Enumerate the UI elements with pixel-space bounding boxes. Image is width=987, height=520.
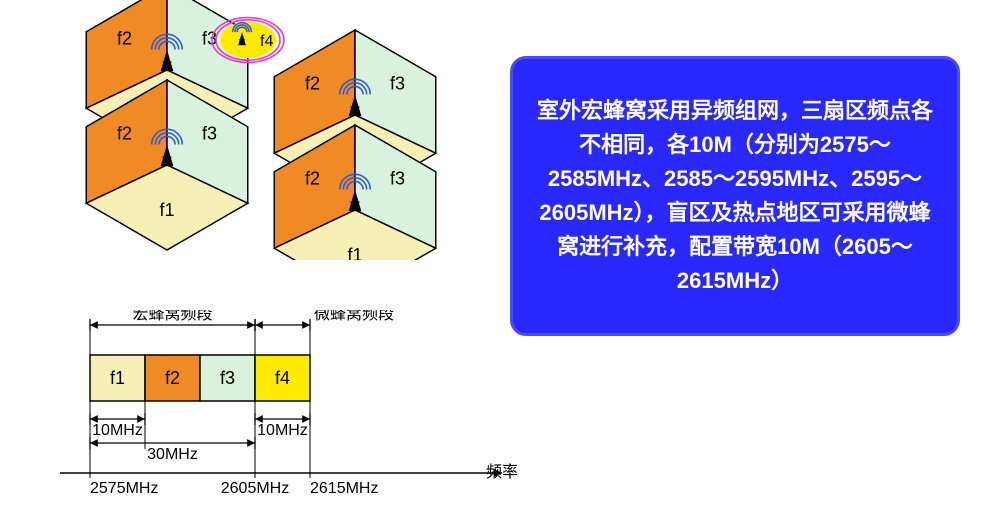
svg-text:f4: f4: [275, 368, 290, 388]
svg-text:f1: f1: [159, 200, 174, 220]
svg-text:2575MHz: 2575MHz: [90, 480, 158, 497]
svg-text:30MHz: 30MHz: [147, 446, 198, 463]
svg-text:f2: f2: [305, 169, 320, 189]
svg-text:f4: f4: [260, 33, 273, 50]
svg-text:10MHz: 10MHz: [257, 422, 308, 439]
cellular-diagram: f2f3f1f2f3f1f2f3f1f2f3f1f4: [20, 0, 460, 260]
description-text: 室外宏蜂窝采用异频组网，三扇区频点各不相同，各10M（分别为2575～2585M…: [535, 94, 935, 299]
svg-text:f1: f1: [110, 368, 125, 388]
svg-text:10MHz: 10MHz: [92, 422, 143, 439]
svg-text:f2: f2: [305, 74, 320, 94]
svg-text:2615MHz: 2615MHz: [310, 480, 378, 497]
svg-text:频率: 频率: [486, 463, 518, 481]
svg-text:f1: f1: [347, 245, 362, 260]
svg-text:f3: f3: [390, 74, 405, 94]
svg-text:f3: f3: [202, 124, 217, 144]
spectrum-diagram: f1f2f3f4宏蜂窝频段微蜂窝频段10MHz10MHz30MHz频率2575M…: [60, 310, 520, 510]
svg-text:微蜂窝频段: 微蜂窝频段: [314, 310, 394, 323]
svg-text:宏蜂窝频段: 宏蜂窝频段: [132, 310, 212, 323]
description-panel: 室外宏蜂窝采用异频组网，三扇区频点各不相同，各10M（分别为2575～2585M…: [510, 56, 960, 336]
svg-text:f2: f2: [117, 124, 132, 144]
svg-text:f3: f3: [390, 169, 405, 189]
svg-text:f3: f3: [220, 368, 235, 388]
svg-text:f2: f2: [117, 29, 132, 49]
svg-text:2605MHz: 2605MHz: [221, 480, 289, 497]
svg-text:f2: f2: [165, 368, 180, 388]
